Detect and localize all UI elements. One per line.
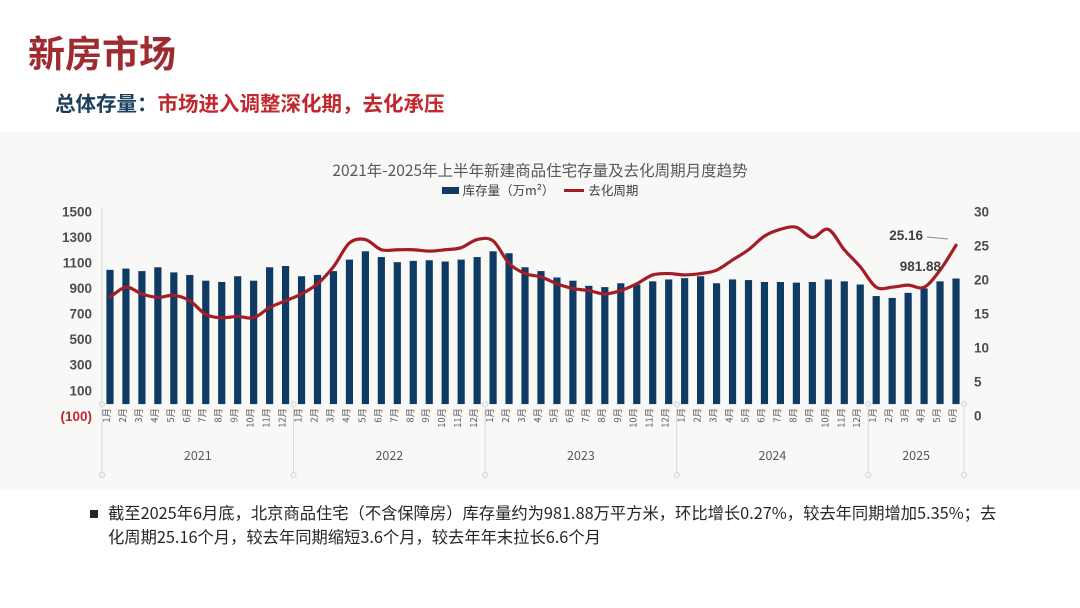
svg-text:2021: 2021: [184, 445, 212, 464]
svg-text:10月: 10月: [243, 408, 257, 428]
svg-text:1100: 1100: [63, 255, 92, 270]
svg-text:8月: 8月: [594, 408, 608, 422]
svg-text:10月: 10月: [817, 408, 831, 428]
svg-text:10: 10: [974, 340, 989, 355]
svg-text:8月: 8月: [402, 408, 416, 422]
svg-text:15: 15: [974, 306, 990, 321]
svg-text:1月: 1月: [865, 408, 879, 422]
svg-text:1月: 1月: [291, 408, 305, 422]
svg-text:2022: 2022: [375, 445, 403, 464]
svg-text:5月: 5月: [929, 408, 943, 422]
svg-text:9月: 9月: [610, 408, 624, 422]
svg-text:5月: 5月: [163, 408, 177, 422]
svg-text:6月: 6月: [753, 408, 767, 422]
svg-text:11月: 11月: [833, 408, 847, 428]
svg-text:2月: 2月: [498, 408, 512, 422]
svg-text:30: 30: [974, 204, 989, 219]
svg-text:2月: 2月: [307, 408, 321, 422]
svg-text:4月: 4月: [722, 408, 736, 422]
svg-text:3月: 3月: [131, 408, 145, 422]
svg-text:7月: 7月: [578, 408, 592, 422]
svg-text:12月: 12月: [658, 408, 672, 428]
svg-text:10月: 10月: [626, 408, 640, 428]
svg-text:300: 300: [69, 358, 92, 373]
svg-text:25.16: 25.16: [889, 228, 923, 243]
svg-text:11月: 11月: [642, 408, 656, 428]
svg-text:4月: 4月: [338, 408, 352, 422]
svg-text:6月: 6月: [562, 408, 576, 422]
svg-text:2025: 2025: [902, 445, 930, 464]
svg-text:1月: 1月: [99, 408, 113, 422]
svg-text:11月: 11月: [450, 408, 464, 428]
svg-text:5月: 5月: [738, 408, 752, 422]
svg-text:3月: 3月: [706, 408, 720, 422]
svg-text:10月: 10月: [434, 408, 448, 428]
svg-text:700: 700: [69, 307, 92, 322]
svg-text:981.88: 981.88: [900, 259, 942, 274]
svg-text:500: 500: [69, 332, 92, 347]
svg-text:2月: 2月: [115, 408, 129, 422]
svg-text:900: 900: [69, 281, 92, 296]
svg-text:20: 20: [974, 272, 989, 287]
svg-text:1300: 1300: [62, 230, 92, 245]
svg-text:0: 0: [974, 409, 982, 424]
svg-text:3月: 3月: [322, 408, 336, 422]
svg-text:2月: 2月: [881, 408, 895, 422]
svg-text:4月: 4月: [530, 408, 544, 422]
svg-text:9月: 9月: [418, 408, 432, 422]
svg-text:1月: 1月: [674, 408, 688, 422]
svg-text:12月: 12月: [466, 408, 480, 428]
svg-text:6月: 6月: [179, 408, 193, 422]
svg-text:5月: 5月: [354, 408, 368, 422]
svg-text:8月: 8月: [785, 408, 799, 422]
svg-text:6月: 6月: [945, 408, 959, 422]
svg-text:1500: 1500: [62, 204, 92, 219]
svg-text:5月: 5月: [546, 408, 560, 422]
svg-text:1月: 1月: [482, 408, 496, 422]
svg-text:6月: 6月: [370, 408, 384, 422]
svg-text:11月: 11月: [259, 408, 273, 428]
svg-text:2月: 2月: [690, 408, 704, 422]
svg-text:2024: 2024: [759, 445, 787, 464]
svg-text:9月: 9月: [801, 408, 815, 422]
svg-text:12月: 12月: [275, 408, 289, 428]
svg-text:2023: 2023: [567, 445, 595, 464]
svg-text:7月: 7月: [386, 408, 400, 422]
svg-text:3月: 3月: [897, 408, 911, 422]
svg-text:25: 25: [974, 238, 990, 253]
svg-text:5: 5: [974, 374, 982, 389]
svg-text:(100): (100): [60, 409, 92, 424]
svg-text:3月: 3月: [514, 408, 528, 422]
svg-text:100: 100: [69, 383, 92, 398]
svg-text:7月: 7月: [769, 408, 783, 422]
svg-text:8月: 8月: [211, 408, 225, 422]
svg-text:4月: 4月: [913, 408, 927, 422]
svg-text:7月: 7月: [195, 408, 209, 422]
svg-text:12月: 12月: [849, 408, 863, 428]
svg-text:4月: 4月: [147, 408, 161, 422]
svg-text:9月: 9月: [227, 408, 241, 422]
